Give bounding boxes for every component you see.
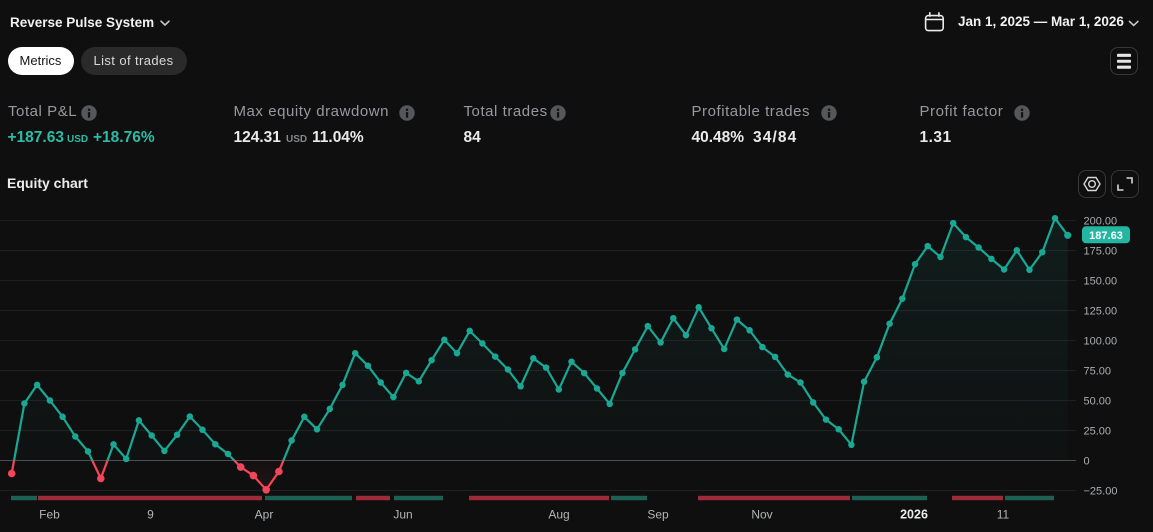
svg-text:2026: 2026 bbox=[900, 508, 928, 522]
svg-text:Aug: Aug bbox=[548, 508, 569, 522]
svg-text:0: 0 bbox=[1084, 456, 1090, 468]
svg-text:Sep: Sep bbox=[647, 508, 669, 522]
svg-text:175.00: 175.00 bbox=[1084, 246, 1118, 258]
svg-text:50.00: 50.00 bbox=[1084, 396, 1112, 408]
svg-text:−25.00: −25.00 bbox=[1084, 486, 1118, 498]
svg-text:Apr: Apr bbox=[255, 508, 274, 522]
svg-text:200.00: 200.00 bbox=[1084, 216, 1118, 228]
svg-text:9: 9 bbox=[147, 508, 154, 522]
svg-text:Nov: Nov bbox=[751, 508, 772, 522]
svg-text:187.63: 187.63 bbox=[1089, 230, 1123, 242]
svg-text:11: 11 bbox=[997, 508, 1010, 522]
svg-text:25.00: 25.00 bbox=[1084, 426, 1112, 438]
svg-text:100.00: 100.00 bbox=[1084, 336, 1118, 348]
svg-text:Jun: Jun bbox=[393, 508, 412, 522]
svg-text:Feb: Feb bbox=[39, 508, 60, 522]
svg-text:150.00: 150.00 bbox=[1084, 276, 1118, 288]
svg-text:75.00: 75.00 bbox=[1084, 366, 1112, 378]
svg-text:125.00: 125.00 bbox=[1084, 306, 1118, 318]
